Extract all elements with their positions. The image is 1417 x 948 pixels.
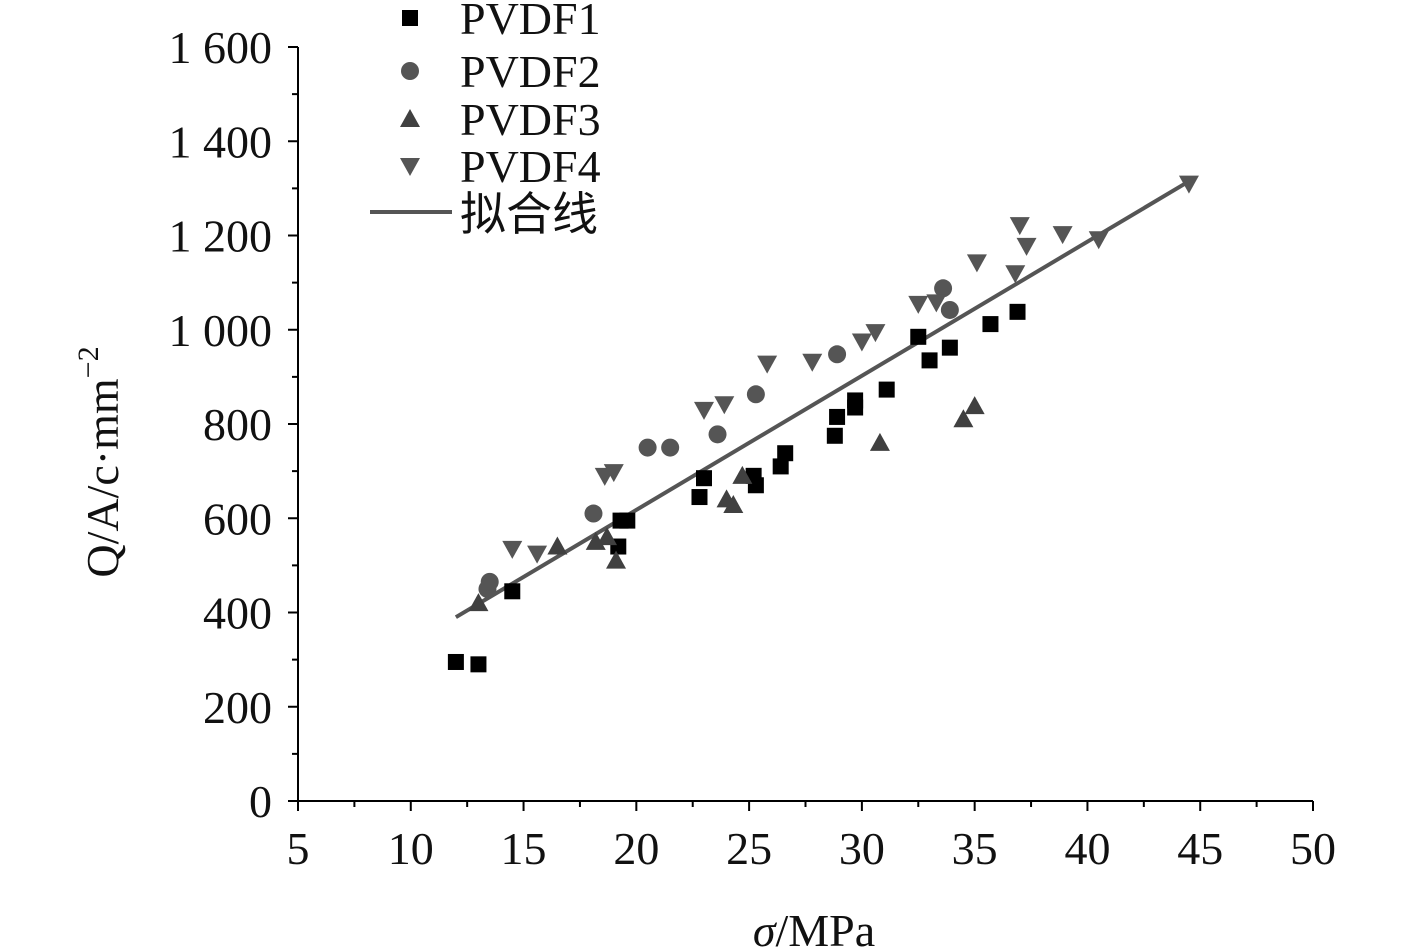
pvdf4-point <box>926 294 947 313</box>
pvdf3-point <box>869 432 890 451</box>
legend-pvdf2-label: PVDF2 <box>460 46 601 97</box>
pvdf1-point <box>619 512 636 529</box>
pvdf4-point <box>1052 226 1073 245</box>
pvdf4-point <box>966 254 987 273</box>
axes: 0 200 400 600 800 1 000 1 200 1 400 1 600 5 10 15 20… <box>169 22 1337 874</box>
legend-pvdf1-label: PVDF1 <box>460 0 601 44</box>
y-tick-label: 200 <box>203 682 272 733</box>
pvdf1-point <box>772 458 789 475</box>
pvdf2-point <box>934 279 953 298</box>
x-tick-label: 30 <box>839 823 885 874</box>
pvdf4-point <box>1005 265 1026 284</box>
x-tick-label: 10 <box>388 823 434 874</box>
pvdf1-point <box>921 352 938 369</box>
pvdf4-point <box>1016 237 1037 256</box>
legend-pvdf3-symbol <box>400 109 420 127</box>
x-tick-label: 40 <box>1064 823 1110 874</box>
pvdf4-point <box>1178 175 1199 194</box>
pvdf4-point <box>757 355 778 374</box>
pvdf3-point <box>585 531 606 550</box>
pvdf3-point <box>547 536 568 555</box>
legend-pvdf1-symbol <box>402 10 418 26</box>
pvdf1-point <box>878 381 895 398</box>
pvdf2-point <box>746 385 765 404</box>
pvdf2-point <box>940 300 959 319</box>
pvdf4-point <box>865 324 886 343</box>
pvdf1-point <box>696 470 712 487</box>
legend-fit-line-label: 拟合线 <box>460 189 598 240</box>
y-tick-label: 0 <box>249 776 272 827</box>
pvdf2-point <box>828 345 847 364</box>
y-axis-title-sup: −2 <box>72 346 105 378</box>
pvdf2-point <box>708 425 727 444</box>
pvdf1-point <box>504 583 521 600</box>
legend-pvdf3-label: PVDF3 <box>460 94 601 145</box>
y-tick-label: 400 <box>203 588 272 639</box>
pvdf4-point <box>1088 231 1109 250</box>
pvdf1-point <box>910 328 927 345</box>
pvdf1-point <box>691 489 708 506</box>
svg-text:Q/A/c·mm−2: Q/A/c·mm−2 <box>72 346 128 577</box>
x-tick-label: 50 <box>1290 823 1336 874</box>
pvdf1-point <box>470 656 487 673</box>
pvdf4-point <box>802 353 823 372</box>
y-tick-label: 1 600 <box>169 22 273 73</box>
pvdf3-point <box>597 527 618 546</box>
pvdf3-point <box>732 465 753 484</box>
pvdf4-point <box>714 396 735 415</box>
pvdf1-point <box>447 653 464 670</box>
fit-line-group <box>454 179 1190 619</box>
legend-pvdf4-label: PVDF4 <box>460 141 601 192</box>
pvdf4-point <box>851 333 872 352</box>
series-pvdf4 <box>502 175 1199 564</box>
pvdf2-point <box>661 438 680 457</box>
y-tick-label: 600 <box>203 493 272 544</box>
pvdf2-point <box>480 572 499 591</box>
pvdf4-point <box>908 295 929 314</box>
x-tick-label: 5 <box>287 823 310 874</box>
x-tick-label: 15 <box>501 823 547 874</box>
x-axis-title-unit: /MPa <box>776 905 876 948</box>
pvdf3-point <box>723 495 744 514</box>
series-pvdf1 <box>447 303 1026 673</box>
data-points <box>447 175 1199 673</box>
x-tick-label: 35 <box>952 823 998 874</box>
x-tick-label: 45 <box>1177 823 1223 874</box>
y-axis-title: Q/A/c·mm−2 <box>72 346 128 577</box>
y-axis-title-base: Q/A/c·mm <box>77 378 128 578</box>
legend-pvdf4-symbol <box>400 158 420 176</box>
y-tick-label: 1 000 <box>169 305 273 356</box>
pvdf1-point <box>941 339 958 356</box>
pvdf3-point <box>953 409 974 428</box>
x-tick-label: 25 <box>726 823 772 874</box>
pvdf4-point <box>527 545 548 564</box>
pvdf3-point <box>468 593 489 612</box>
pvdf1-point <box>1009 303 1026 320</box>
pvdf1-point <box>829 408 846 425</box>
pvdf3-point <box>964 396 985 415</box>
series-pvdf3 <box>468 396 985 612</box>
pvdf4-point <box>502 540 523 559</box>
pvdf1-point <box>826 427 843 444</box>
pvdf4-point <box>694 401 714 420</box>
pvdf4-point <box>603 464 624 483</box>
x-axis-title-symbol: σ <box>753 905 778 948</box>
pvdf1-point <box>847 392 864 409</box>
y-tick-label: 800 <box>203 399 272 450</box>
y-tick-label: 1 200 <box>169 211 273 262</box>
pvdf2-point <box>584 504 603 523</box>
pvdf1-point <box>982 316 999 333</box>
x-axis-title: σ/MPa <box>753 905 875 948</box>
fit-line <box>454 179 1190 619</box>
x-tick-label: 20 <box>613 823 659 874</box>
pvdf4-point <box>1009 217 1030 236</box>
series-pvdf2 <box>478 279 959 598</box>
legend-pvdf2-symbol <box>401 62 419 80</box>
y-tick-label: 1 400 <box>169 116 273 167</box>
pvdf3-point <box>606 550 627 569</box>
pvdf2-point <box>638 438 657 457</box>
pvdf1-point <box>777 445 794 462</box>
